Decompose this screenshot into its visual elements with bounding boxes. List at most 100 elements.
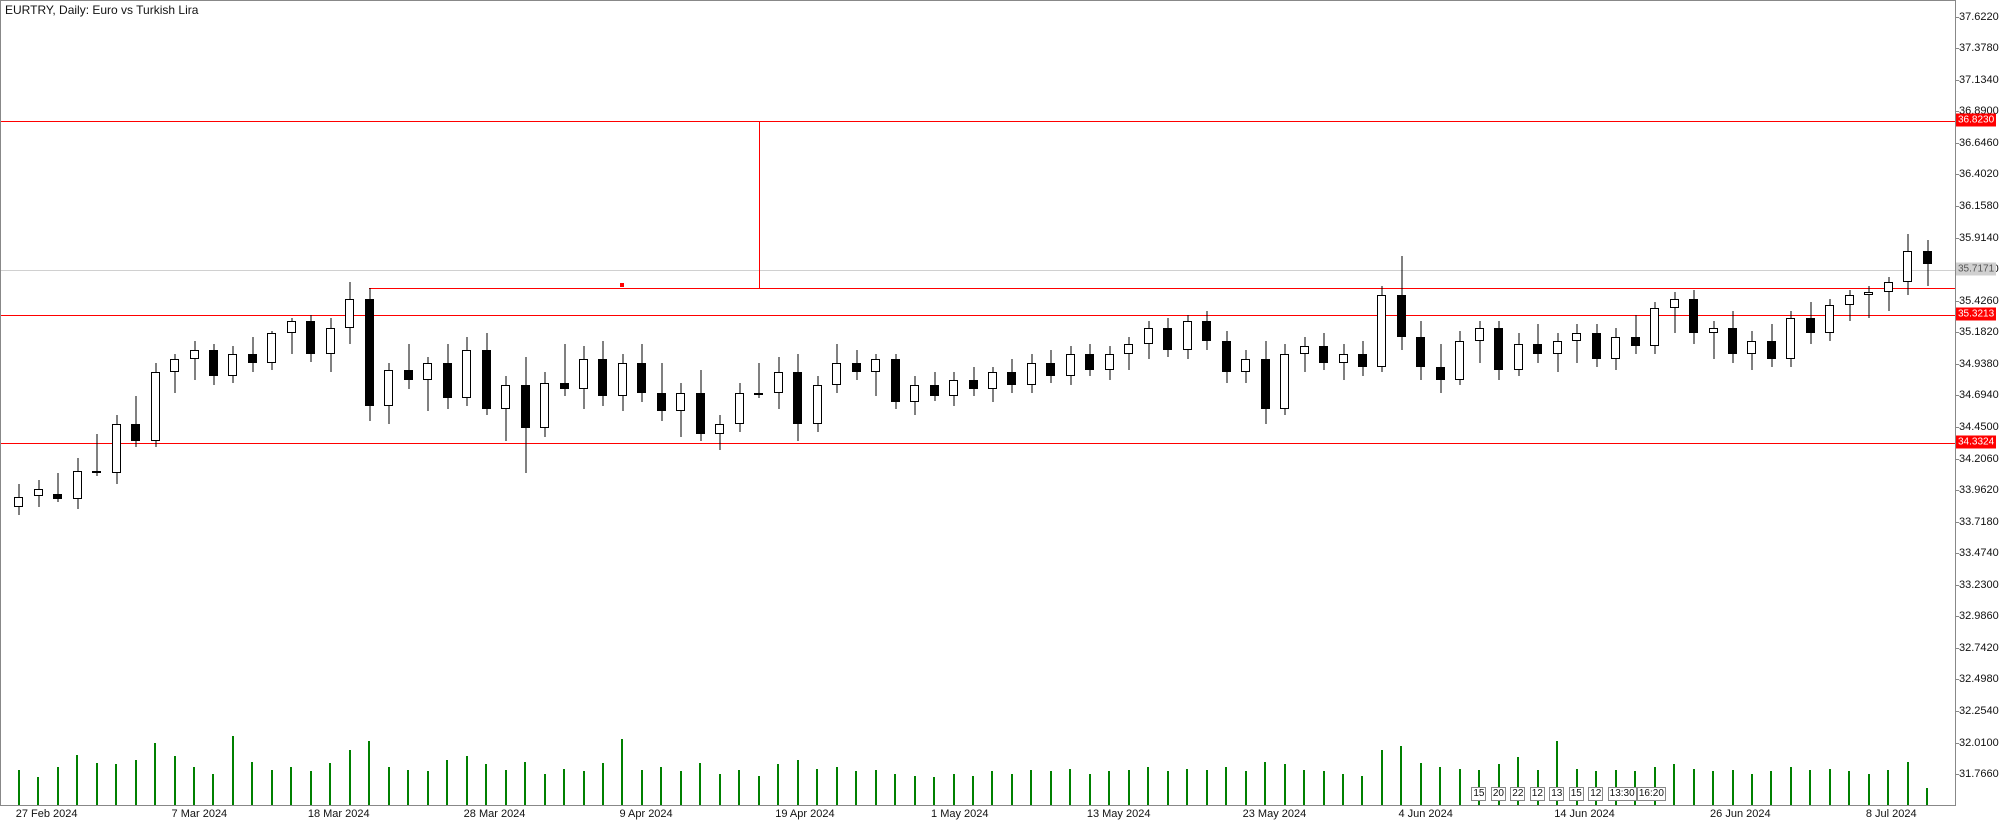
candle[interactable]: [1810, 1, 1811, 2]
candle[interactable]: [1401, 1, 1402, 2]
candle[interactable]: [1324, 1, 1325, 2]
candle[interactable]: [1577, 1, 1578, 2]
candle[interactable]: [1012, 1, 1013, 2]
candle[interactable]: [1265, 1, 1266, 2]
candle[interactable]: [1616, 1, 1617, 2]
candle[interactable]: [233, 1, 234, 2]
candle[interactable]: [992, 1, 993, 2]
candle[interactable]: [856, 1, 857, 2]
candle[interactable]: [895, 1, 896, 2]
candle[interactable]: [311, 1, 312, 2]
chart-plot-area[interactable]: EURTRY, Daily: Euro vs Turkish Lira15202…: [0, 0, 1956, 806]
candle[interactable]: [954, 1, 955, 2]
candle[interactable]: [38, 1, 39, 2]
candle[interactable]: [194, 1, 195, 2]
candle[interactable]: [700, 1, 701, 2]
candle[interactable]: [1090, 1, 1091, 2]
candle[interactable]: [661, 1, 662, 2]
candle[interactable]: [1421, 1, 1422, 2]
candle[interactable]: [1635, 1, 1636, 2]
candle[interactable]: [1129, 1, 1130, 2]
candle[interactable]: [1246, 1, 1247, 2]
candle[interactable]: [1382, 1, 1383, 2]
candle[interactable]: [58, 1, 59, 2]
candle[interactable]: [252, 1, 253, 2]
candle[interactable]: [136, 1, 137, 2]
candle[interactable]: [1440, 1, 1441, 2]
candle[interactable]: [1694, 1, 1695, 2]
candle[interactable]: [1713, 1, 1714, 2]
candle[interactable]: [622, 1, 623, 2]
candle[interactable]: [467, 1, 468, 2]
candle[interactable]: [1226, 1, 1227, 2]
candle[interactable]: [350, 1, 351, 2]
candle[interactable]: [584, 1, 585, 2]
candle[interactable]: [1499, 1, 1500, 2]
candle[interactable]: [155, 1, 156, 2]
candle[interactable]: [603, 1, 604, 2]
candle[interactable]: [1733, 1, 1734, 2]
candle[interactable]: [817, 1, 818, 2]
candle[interactable]: [1674, 1, 1675, 2]
candle[interactable]: [1830, 1, 1831, 2]
candle[interactable]: [1051, 1, 1052, 2]
candle[interactable]: [77, 1, 78, 2]
candle[interactable]: [1752, 1, 1753, 2]
candle[interactable]: [1538, 1, 1539, 2]
candle[interactable]: [1109, 1, 1110, 2]
candle[interactable]: [369, 1, 370, 2]
candle[interactable]: [116, 1, 117, 2]
candle[interactable]: [739, 1, 740, 2]
candle[interactable]: [915, 1, 916, 2]
candle[interactable]: [1888, 1, 1889, 2]
candle[interactable]: [428, 1, 429, 2]
candle[interactable]: [564, 1, 565, 2]
candle[interactable]: [175, 1, 176, 2]
candle[interactable]: [1927, 1, 1928, 2]
candle[interactable]: [759, 1, 760, 2]
candle[interactable]: [1343, 1, 1344, 2]
candle[interactable]: [1285, 1, 1286, 2]
candle[interactable]: [447, 1, 448, 2]
candle[interactable]: [291, 1, 292, 2]
candle[interactable]: [408, 1, 409, 2]
candle[interactable]: [1460, 1, 1461, 2]
candle[interactable]: [1362, 1, 1363, 2]
candle[interactable]: [272, 1, 273, 2]
candle[interactable]: [97, 1, 98, 2]
candle[interactable]: [798, 1, 799, 2]
candle[interactable]: [876, 1, 877, 2]
candle[interactable]: [1031, 1, 1032, 2]
candle[interactable]: [1518, 1, 1519, 2]
candle[interactable]: [1771, 1, 1772, 2]
candle[interactable]: [213, 1, 214, 2]
candle[interactable]: [1187, 1, 1188, 2]
candle[interactable]: [1148, 1, 1149, 2]
candle[interactable]: [934, 1, 935, 2]
candle[interactable]: [545, 1, 546, 2]
candle[interactable]: [1168, 1, 1169, 2]
candle[interactable]: [1655, 1, 1656, 2]
candle[interactable]: [1070, 1, 1071, 2]
candle[interactable]: [778, 1, 779, 2]
candle[interactable]: [973, 1, 974, 2]
candle[interactable]: [506, 1, 507, 2]
candle[interactable]: [1207, 1, 1208, 2]
candle[interactable]: [330, 1, 331, 2]
candle[interactable]: [681, 1, 682, 2]
candle[interactable]: [389, 1, 390, 2]
candle[interactable]: [720, 1, 721, 2]
candle[interactable]: [1791, 1, 1792, 2]
candle[interactable]: [1479, 1, 1480, 2]
candle[interactable]: [837, 1, 838, 2]
candle[interactable]: [19, 1, 20, 2]
candle[interactable]: [486, 1, 487, 2]
candle[interactable]: [1596, 1, 1597, 2]
candle[interactable]: [1869, 1, 1870, 2]
candle[interactable]: [1908, 1, 1909, 2]
candle[interactable]: [642, 1, 643, 2]
candle[interactable]: [1849, 1, 1850, 2]
candle[interactable]: [1557, 1, 1558, 2]
candle[interactable]: [1304, 1, 1305, 2]
candle[interactable]: [525, 1, 526, 2]
